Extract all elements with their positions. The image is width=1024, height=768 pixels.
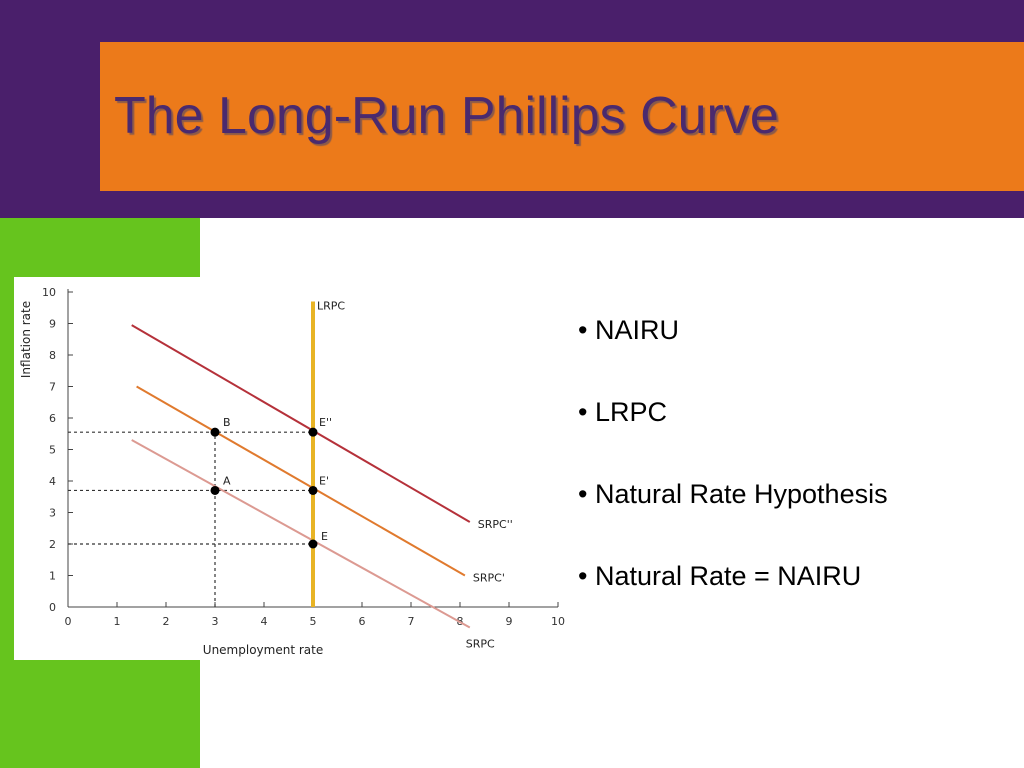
srpc-prime-label: SRPC' bbox=[473, 572, 505, 585]
srpc-label: SRPC bbox=[466, 637, 495, 650]
y-tick-label: 10 bbox=[42, 286, 56, 299]
x-tick-label: 7 bbox=[408, 615, 415, 628]
chart-panel: 012345678910012345678910Unemployment rat… bbox=[14, 277, 586, 660]
srpc-line bbox=[131, 439, 471, 629]
bullet-item-natural-rate-hypothesis: • Natural Rate Hypothesis bbox=[578, 479, 888, 509]
x-tick-label: 4 bbox=[261, 615, 268, 628]
srpc-prime-line bbox=[136, 385, 466, 577]
srpc-double-prime-line bbox=[131, 324, 471, 523]
point-label: E bbox=[321, 530, 328, 543]
bullet-list: • NAIRU • LRPC • Natural Rate Hypothesis… bbox=[578, 310, 888, 638]
point-ep bbox=[308, 485, 318, 495]
bullet-item-nairu: • NAIRU bbox=[578, 315, 679, 345]
y-tick-label: 8 bbox=[49, 349, 56, 362]
y-tick-label: 6 bbox=[49, 412, 56, 425]
point-label: E' bbox=[319, 474, 329, 487]
y-tick-label: 0 bbox=[49, 601, 56, 614]
bullet-item-lrpc: • LRPC bbox=[578, 397, 667, 427]
point-label: A bbox=[223, 474, 231, 487]
bullet-item-natural-rate-equals-nairu: • Natural Rate = NAIRU bbox=[578, 561, 862, 591]
point-epp bbox=[308, 427, 318, 437]
title-box: The Long-Run Phillips Curve bbox=[100, 42, 1024, 191]
point-e bbox=[308, 539, 318, 549]
y-tick-label: 4 bbox=[49, 475, 56, 488]
slide-title: The Long-Run Phillips Curve bbox=[114, 87, 779, 145]
x-tick-label: 6 bbox=[359, 615, 366, 628]
lrpc-label: LRPC bbox=[317, 299, 345, 312]
y-tick-label: 2 bbox=[49, 538, 56, 551]
y-tick-label: 5 bbox=[49, 444, 56, 457]
x-tick-label: 9 bbox=[506, 615, 513, 628]
point-a bbox=[210, 485, 220, 495]
point-b bbox=[210, 427, 220, 437]
y-tick-label: 1 bbox=[49, 570, 56, 583]
point-label: B bbox=[223, 416, 231, 429]
x-tick-label: 0 bbox=[65, 615, 72, 628]
x-tick-label: 10 bbox=[551, 615, 565, 628]
y-tick-label: 7 bbox=[49, 381, 56, 394]
y-tick-label: 9 bbox=[49, 318, 56, 331]
x-tick-label: 2 bbox=[163, 615, 170, 628]
srpc-double-prime-label: SRPC'' bbox=[478, 518, 513, 531]
point-label: E'' bbox=[319, 416, 332, 429]
x-tick-label: 1 bbox=[114, 615, 121, 628]
x-tick-label: 5 bbox=[310, 615, 317, 628]
y-axis-title: Inflation rate bbox=[19, 301, 33, 378]
x-axis-title: Unemployment rate bbox=[203, 643, 323, 657]
phillips-curve-chart: 012345678910012345678910Unemployment rat… bbox=[19, 286, 565, 657]
x-tick-label: 3 bbox=[212, 615, 219, 628]
y-tick-label: 3 bbox=[49, 507, 56, 520]
